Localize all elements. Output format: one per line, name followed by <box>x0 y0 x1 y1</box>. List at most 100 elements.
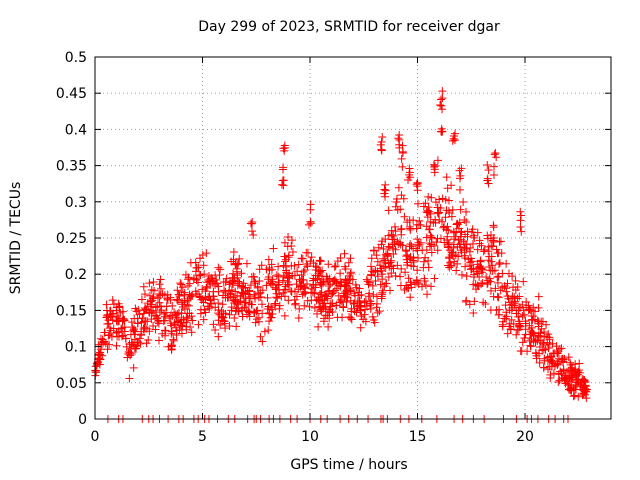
data-point <box>441 213 450 222</box>
data-point <box>281 257 290 266</box>
data-point <box>199 315 208 324</box>
data-point <box>214 309 223 318</box>
data-point <box>238 312 247 321</box>
data-point <box>453 219 462 228</box>
data-point <box>316 257 325 266</box>
data-point <box>204 272 213 281</box>
data-point <box>438 94 447 103</box>
data-point <box>369 315 378 324</box>
data-point <box>423 290 432 299</box>
data-point <box>324 281 333 290</box>
data-point <box>215 270 224 279</box>
data-point <box>485 252 494 261</box>
data-point <box>302 259 311 268</box>
y-tick-labels: 0 0.05 0.1 0.15 0.2 0.25 0.3 0.35 0.4 0.45 0.5 <box>56 50 87 428</box>
data-point <box>174 290 183 299</box>
data-point <box>268 277 277 286</box>
data-point <box>297 254 306 263</box>
data-point <box>249 308 258 317</box>
data-point <box>381 192 390 201</box>
data-point <box>486 286 495 295</box>
data-point <box>511 276 520 285</box>
data-point <box>328 308 337 317</box>
data-point <box>183 300 192 309</box>
data-point <box>201 287 210 296</box>
data-point <box>362 275 371 284</box>
data-point <box>136 339 145 348</box>
data-point <box>191 287 200 296</box>
data-point <box>361 305 370 314</box>
data-point <box>381 186 390 195</box>
data-point <box>563 368 572 377</box>
data-point <box>316 267 325 276</box>
data-point <box>450 136 459 145</box>
data-point <box>449 251 458 260</box>
data-point <box>265 317 274 326</box>
data-point <box>169 336 178 345</box>
data-point <box>456 171 465 180</box>
data-point <box>227 306 236 315</box>
data-point <box>211 303 220 312</box>
data-point <box>534 292 543 301</box>
data-point <box>173 296 182 305</box>
data-point <box>208 276 217 285</box>
data-point <box>244 307 253 316</box>
data-point <box>275 301 284 310</box>
data-point <box>570 367 579 376</box>
data-point <box>340 282 349 291</box>
data-point <box>436 100 445 109</box>
data-point <box>257 300 266 309</box>
data-point <box>438 87 447 96</box>
data-point <box>355 291 364 300</box>
data-point <box>214 263 223 272</box>
data-point <box>490 162 499 171</box>
data-point <box>271 284 280 293</box>
data-point <box>262 281 271 290</box>
data-point <box>484 165 493 174</box>
data-point <box>104 331 113 340</box>
data-point <box>521 325 530 334</box>
y-tick-label: 0.25 <box>56 231 87 247</box>
data-point <box>184 273 193 282</box>
data-point <box>489 234 498 243</box>
data-point <box>554 377 563 386</box>
data-point <box>569 392 578 401</box>
data-point <box>264 326 273 335</box>
data-point <box>347 304 356 313</box>
data-point <box>376 261 385 270</box>
data-point <box>482 273 491 282</box>
data-point <box>506 325 515 334</box>
data-point <box>562 376 571 385</box>
data-point <box>579 389 588 398</box>
data-point <box>397 191 406 200</box>
data-point <box>284 251 293 260</box>
data-point <box>398 241 407 250</box>
data-point <box>526 341 535 350</box>
data-point <box>477 280 486 289</box>
data-point <box>515 322 524 331</box>
data-point <box>300 266 309 275</box>
data-point <box>196 305 205 314</box>
data-point <box>117 325 126 334</box>
data-point <box>439 223 448 232</box>
data-point <box>507 315 516 324</box>
data-point <box>390 222 399 231</box>
data-point <box>415 240 424 249</box>
data-point <box>196 270 205 279</box>
data-point <box>445 208 454 217</box>
data-point <box>387 269 396 278</box>
data-point <box>433 246 442 255</box>
data-point <box>469 231 478 240</box>
data-point <box>187 328 196 337</box>
data-point <box>431 161 440 170</box>
data-point <box>201 293 210 302</box>
data-point <box>303 296 312 305</box>
data-point <box>379 245 388 254</box>
data-point <box>260 327 269 336</box>
data-point <box>394 239 403 248</box>
data-point <box>264 255 273 264</box>
data-point <box>413 235 422 244</box>
data-point <box>141 305 150 314</box>
data-point <box>440 222 449 231</box>
data-point <box>398 162 407 171</box>
